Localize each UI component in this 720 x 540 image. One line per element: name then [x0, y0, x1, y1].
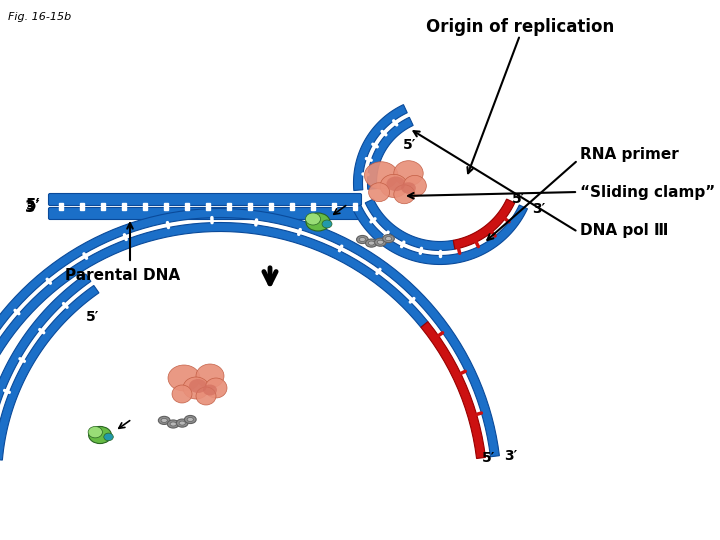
FancyBboxPatch shape [48, 193, 361, 206]
Ellipse shape [387, 177, 405, 191]
Ellipse shape [172, 385, 192, 403]
Bar [331, 203, 336, 210]
Ellipse shape [305, 213, 320, 225]
Bar [143, 203, 146, 210]
Text: RNA primer: RNA primer [580, 147, 679, 163]
Polygon shape [0, 222, 428, 432]
Ellipse shape [170, 422, 176, 426]
Polygon shape [365, 199, 455, 251]
Ellipse shape [356, 235, 368, 244]
Bar [248, 203, 251, 210]
Polygon shape [367, 117, 413, 190]
Ellipse shape [374, 238, 386, 246]
Bar [289, 203, 294, 210]
Text: 3′: 3′ [505, 449, 518, 463]
Ellipse shape [394, 161, 423, 186]
Polygon shape [0, 286, 99, 460]
Text: 3′: 3′ [25, 200, 40, 215]
Ellipse shape [359, 238, 366, 241]
Ellipse shape [168, 365, 200, 391]
Ellipse shape [104, 433, 113, 441]
Bar [205, 203, 210, 210]
Text: 3′: 3′ [533, 202, 546, 216]
Ellipse shape [306, 213, 330, 231]
Ellipse shape [183, 377, 209, 399]
Bar [101, 203, 104, 210]
Ellipse shape [179, 421, 185, 425]
Text: DNA pol Ⅲ: DNA pol Ⅲ [580, 222, 668, 238]
Bar [310, 203, 315, 210]
Ellipse shape [205, 378, 227, 398]
Ellipse shape [366, 239, 377, 247]
Ellipse shape [184, 415, 196, 423]
Bar [227, 203, 230, 210]
Ellipse shape [382, 234, 395, 242]
Bar [58, 203, 63, 210]
Ellipse shape [167, 420, 179, 428]
Ellipse shape [368, 241, 374, 245]
Ellipse shape [158, 416, 170, 424]
Ellipse shape [196, 364, 224, 388]
Polygon shape [0, 208, 500, 457]
Polygon shape [353, 205, 528, 265]
Polygon shape [421, 322, 485, 458]
Ellipse shape [377, 240, 384, 244]
Ellipse shape [203, 384, 217, 395]
FancyBboxPatch shape [48, 207, 361, 219]
Ellipse shape [364, 162, 398, 189]
Ellipse shape [385, 237, 392, 241]
Ellipse shape [187, 417, 194, 422]
Ellipse shape [369, 183, 390, 201]
Polygon shape [454, 199, 515, 249]
Text: Parental DNA: Parental DNA [65, 268, 180, 283]
Ellipse shape [189, 379, 207, 393]
Bar [122, 203, 125, 210]
Ellipse shape [380, 174, 408, 198]
Text: 5′: 5′ [86, 309, 99, 323]
Bar [353, 203, 356, 210]
Text: 5′: 5′ [402, 138, 416, 152]
Ellipse shape [176, 419, 188, 427]
Polygon shape [354, 105, 408, 191]
Bar [269, 203, 272, 210]
Text: 5′: 5′ [25, 198, 40, 213]
Ellipse shape [394, 185, 415, 204]
Text: Fig. 16-15b: Fig. 16-15b [8, 12, 71, 22]
Ellipse shape [322, 220, 332, 228]
Text: 5′: 5′ [482, 451, 495, 465]
Ellipse shape [403, 176, 426, 197]
Bar [184, 203, 189, 210]
Text: Origin of replication: Origin of replication [426, 18, 614, 36]
Text: 5′: 5′ [512, 192, 525, 206]
Text: “Sliding clamp”: “Sliding clamp” [580, 185, 715, 199]
Bar [79, 203, 84, 210]
Ellipse shape [161, 418, 167, 422]
Bar [163, 203, 168, 210]
Ellipse shape [88, 427, 102, 438]
Polygon shape [0, 274, 91, 459]
Ellipse shape [196, 387, 216, 405]
Ellipse shape [89, 427, 112, 443]
Ellipse shape [401, 182, 416, 194]
